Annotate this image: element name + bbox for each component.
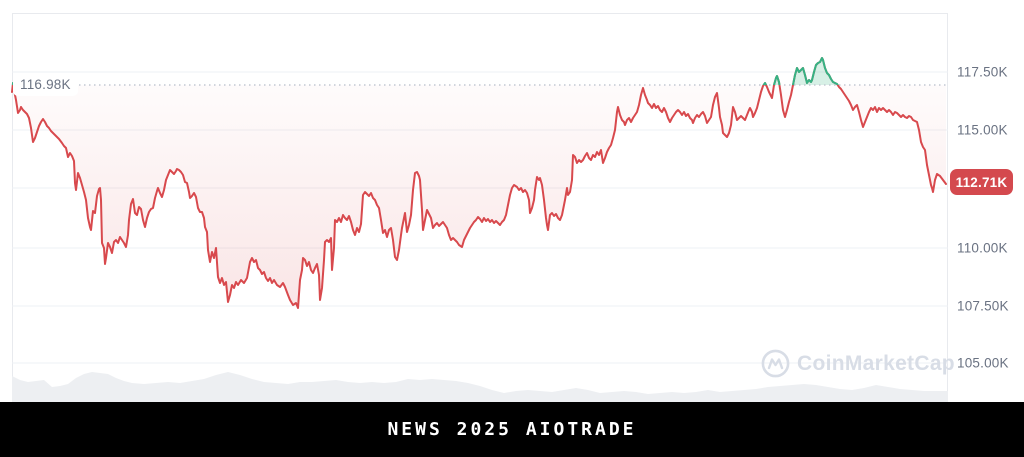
y-axis-label: 115.00K — [957, 122, 1008, 138]
news-ticker-text: NEWS 2025 AIOTRADE — [387, 419, 637, 440]
coinmarketcap-logo-icon — [761, 349, 790, 378]
y-axis-label: 107.50K — [957, 298, 1009, 314]
y-axis-label: 110.00K — [957, 240, 1008, 256]
coinmarketcap-watermark: CoinMarketCap — [761, 349, 955, 378]
watermark-text: CoinMarketCap — [797, 351, 955, 375]
y-axis-label: 105.00K — [957, 355, 1009, 371]
news-ticker-bar: NEWS 2025 AIOTRADE — [0, 402, 1024, 457]
current-price-badge: 112.71K — [950, 169, 1013, 195]
y-axis-label: 117.50K — [957, 64, 1008, 80]
reference-price-label: 116.98K — [13, 74, 78, 96]
